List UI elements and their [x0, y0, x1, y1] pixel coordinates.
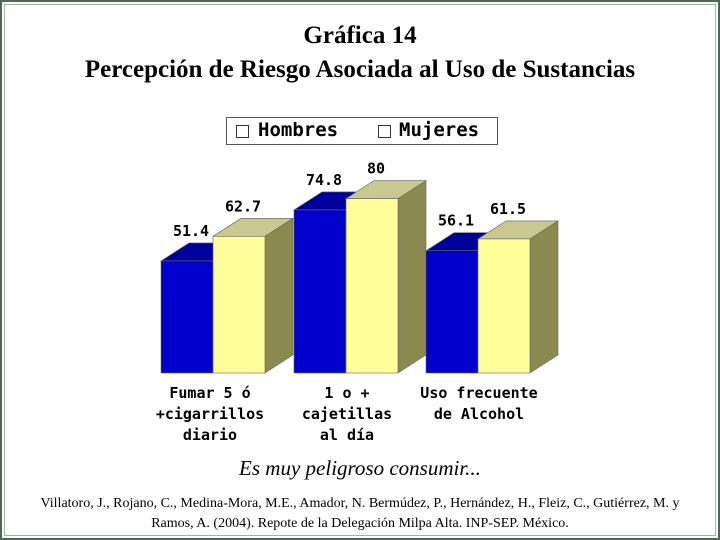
chart-caption: Es muy peligroso consumir... [239, 456, 481, 480]
value-label-mujeres-0: 62.7 [225, 197, 261, 215]
value-label-mujeres-2: 61.5 [490, 200, 526, 218]
bar-hombres-1 [293, 209, 347, 374]
category-label-alcohol: Uso frecuente de Alcohol [420, 384, 538, 423]
value-label-hombres-2: 56.1 [438, 212, 474, 230]
value-label-mujeres-1: 80 [367, 160, 385, 178]
legend-swatch-hombres [236, 125, 249, 138]
bar-mujeres-0 [212, 236, 266, 374]
category-label-cajetillas: 1 o + cajetillas al día [301, 384, 393, 444]
chart-title: Gráfica 14 [303, 22, 417, 49]
bar-side-mujeres-2 [529, 220, 559, 374]
value-label-hombres-0: 51.4 [173, 222, 209, 240]
legend-label-hombres: Hombres [258, 119, 339, 141]
bar-side-mujeres-1 [397, 180, 427, 374]
source-citation: Villatoro, J., Rojano, C., Medina-Mora, … [40, 496, 680, 531]
bar-hombres-2 [425, 250, 479, 374]
legend-label-mujeres: Mujeres [399, 119, 480, 141]
bar-side-mujeres-0 [264, 217, 294, 374]
bar-mujeres-2 [477, 238, 531, 374]
chart-subtitle: Percepción de Riesgo Asociada al Uso de … [84, 56, 636, 83]
legend: Hombres Mujeres [226, 117, 498, 145]
category-label-fumar: Fumar 5 ó +cigarrillos diario [155, 384, 265, 444]
bar-mujeres-1 [345, 198, 399, 374]
bar-hombres-0 [160, 260, 214, 374]
value-label-hombres-1: 74.8 [306, 171, 342, 189]
legend-swatch-mujeres [378, 125, 391, 138]
